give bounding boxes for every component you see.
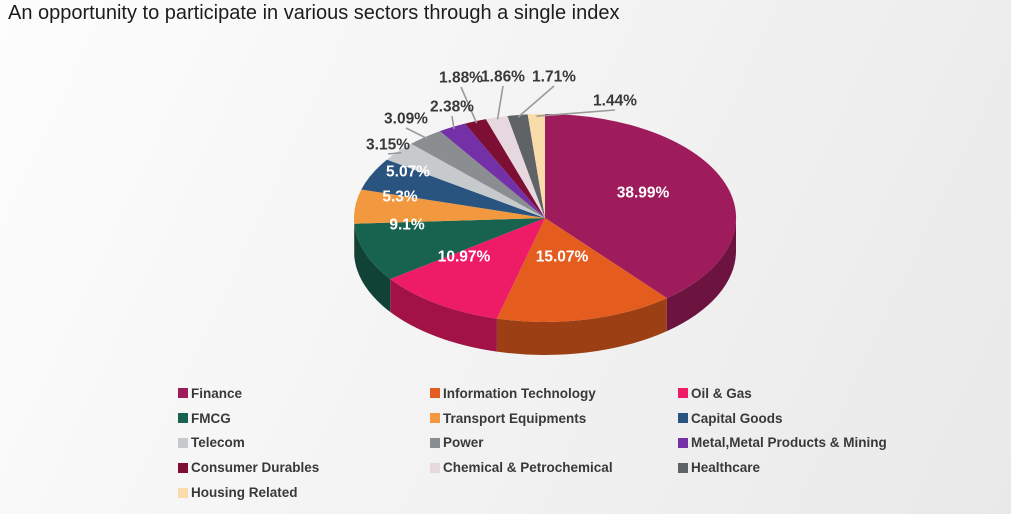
legend-label: Consumer Durables <box>191 460 320 476</box>
leader-line-consumer-durables <box>460 86 478 124</box>
legend-item-information-technology: Information Technology <box>430 386 678 401</box>
percent-label-metal-metal-products-mining: 2.38% <box>430 99 474 116</box>
legend-item-finance: Finance <box>178 386 430 401</box>
legend-item-consumer-durables: Consumer Durables <box>178 460 430 475</box>
legend-item-housing-related: Housing Related <box>178 485 430 500</box>
percent-label-healthcare: 1.71% <box>532 69 576 86</box>
legend-item-fmcg: FMCG <box>178 411 430 426</box>
legend-label: FMCG <box>191 410 231 426</box>
pie-slice-power <box>411 131 545 218</box>
legend: Finance Information Technology Oil & Gas FM… <box>178 381 998 505</box>
pie-slice-capital-goods <box>361 159 545 218</box>
pie-slice-side-information-technology <box>496 298 667 355</box>
pie-slice-consumer-durables <box>464 119 545 218</box>
pie-slice-information-technology <box>496 218 667 322</box>
legend-label: Telecom <box>191 435 245 451</box>
pie-slice-side-finance <box>666 218 736 332</box>
legend-item-healthcare: Healthcare <box>678 460 998 475</box>
legend-label: Housing Related <box>191 485 298 501</box>
legend-swatch <box>430 413 440 424</box>
pie-slice-healthcare <box>507 114 545 218</box>
pie-slice-side-fmcg <box>354 223 391 312</box>
percent-label-fmcg: 9.1% <box>389 217 425 234</box>
legend-swatch <box>178 437 188 448</box>
legend-item-power: Power <box>430 435 678 450</box>
legend-swatch <box>430 388 440 399</box>
pie-slice-fmcg <box>354 218 545 279</box>
leader-line-chemical-petrochemical <box>496 85 504 120</box>
legend-label: Power <box>443 435 484 451</box>
percent-label-power: 3.09% <box>384 111 428 128</box>
pie-slice-chemical-petrochemical <box>485 116 545 218</box>
leader-line-power <box>405 127 428 140</box>
percent-label-consumer-durables: 1.88% <box>439 70 483 87</box>
legend-label: Capital Goods <box>691 410 783 426</box>
legend-swatch <box>178 413 188 424</box>
percent-label-finance: 38.99% <box>617 185 670 202</box>
legend-item-telecom: Telecom <box>178 435 430 450</box>
legend-swatch <box>430 462 440 473</box>
legend-item-transport-equipments: Transport Equipments <box>430 411 678 426</box>
page-title: An opportunity to participate in various… <box>8 2 620 24</box>
legend-swatch <box>678 413 688 424</box>
leader-line-healthcare <box>517 85 555 118</box>
percent-label-housing-related: 1.44% <box>593 93 637 110</box>
legend-item-chemical-petrochemical: Chemical & Petrochemical <box>430 460 678 475</box>
leader-line-telecom <box>387 151 402 155</box>
legend-item-metal-metal-products-mining: Metal,Metal Products & Mining <box>678 435 998 450</box>
pie-slice-oil-gas <box>390 218 545 319</box>
legend-swatch <box>430 437 440 448</box>
pie-slice-metal-metal-products-mining <box>439 123 545 218</box>
legend-swatch <box>678 388 688 399</box>
pie-slice-housing-related <box>527 113 545 218</box>
legend-item-oil-gas: Oil & Gas <box>678 386 998 401</box>
pie-slice-transport-equipments <box>354 189 545 224</box>
legend-swatch <box>678 437 688 448</box>
legend-swatch <box>678 462 688 473</box>
percent-label-oil-gas: 10.97% <box>438 249 491 266</box>
pie-slice-finance <box>545 113 737 299</box>
legend-label: Chemical & Petrochemical <box>443 460 613 476</box>
percent-label-telecom: 3.15% <box>366 137 410 154</box>
legend-swatch <box>178 487 188 498</box>
legend-label: Finance <box>191 385 243 401</box>
legend-label: Information Technology <box>443 385 596 401</box>
percent-label-capital-goods: 5.07% <box>386 164 430 181</box>
legend-label: Transport Equipments <box>443 410 587 426</box>
pie-slice-side-oil-gas <box>390 279 497 352</box>
pie-slice-telecom <box>387 143 545 218</box>
percent-label-information-technology: 15.07% <box>536 249 589 266</box>
legend-swatch <box>178 388 188 399</box>
percent-label-transport-equipments: 5.3% <box>382 189 418 206</box>
legend-label: Oil & Gas <box>691 385 752 401</box>
leader-line-housing-related <box>536 109 616 117</box>
legend-item-capital-goods: Capital Goods <box>678 411 998 426</box>
leader-line-metal-metal-products-mining <box>451 115 455 130</box>
legend-label: Metal,Metal Products & Mining <box>691 435 887 451</box>
legend-swatch <box>178 462 188 473</box>
percent-label-chemical-petrochemical: 1.86% <box>481 69 525 86</box>
legend-label: Healthcare <box>691 460 761 476</box>
